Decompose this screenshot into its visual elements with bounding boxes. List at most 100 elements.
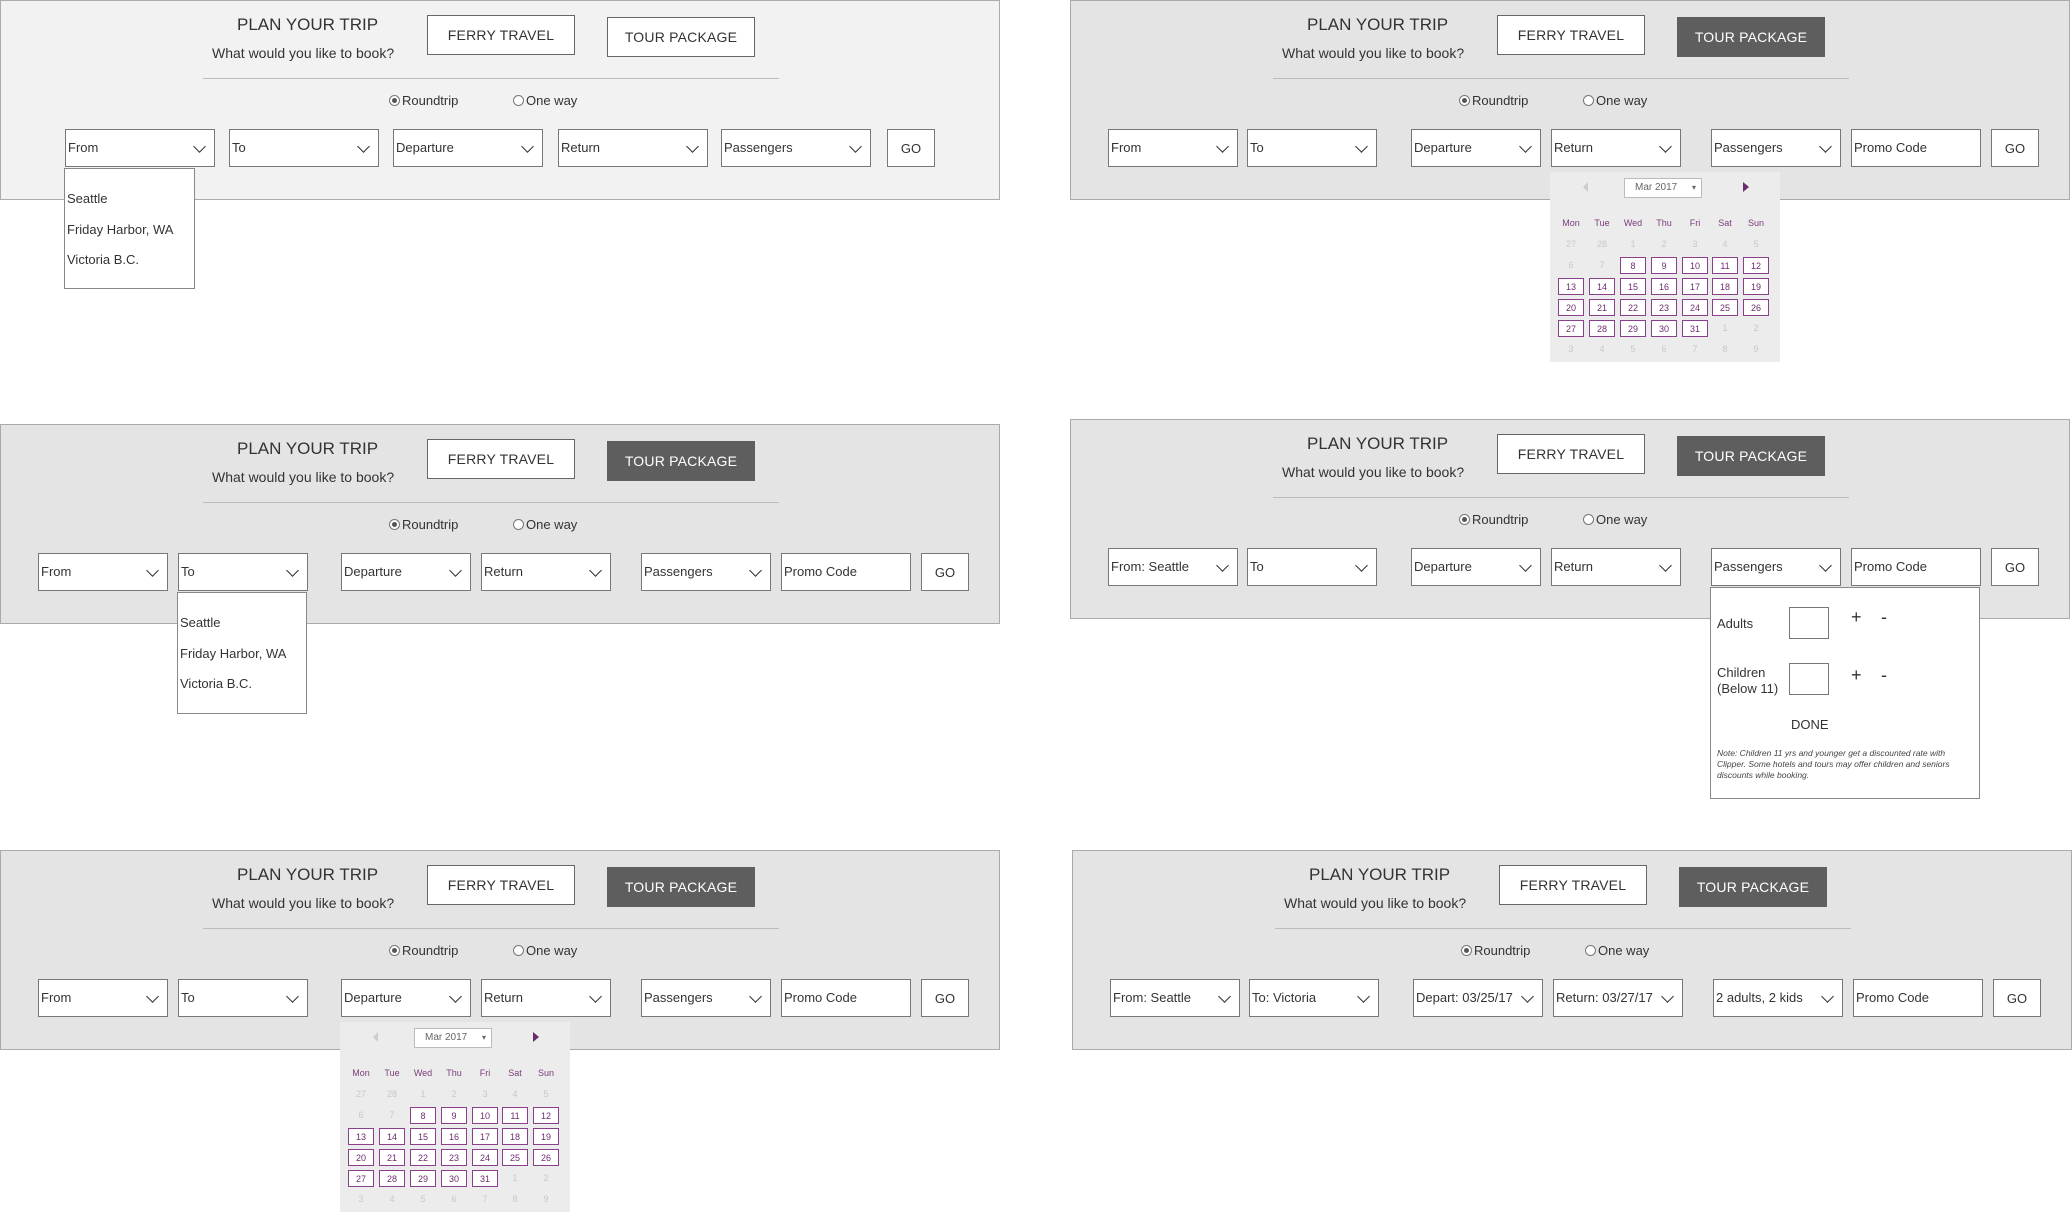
ferry-travel-button[interactable]: FERRY TRAVEL <box>1499 865 1647 905</box>
next-month-arrow-icon[interactable] <box>1743 182 1749 192</box>
calendar-day[interactable]: 27 <box>1558 320 1584 337</box>
option-seattle[interactable]: Seattle <box>67 191 108 206</box>
passengers-dropdown[interactable]: Passengers <box>1711 548 1841 586</box>
to-dropdown[interactable]: To <box>178 553 308 591</box>
roundtrip-radio[interactable]: Roundtrip <box>389 93 458 108</box>
calendar-day[interactable]: 11 <box>1712 257 1738 274</box>
passengers-dropdown[interactable]: Passengers <box>721 129 871 167</box>
calendar-day[interactable]: 12 <box>1743 257 1769 274</box>
go-button[interactable]: GO <box>1991 129 2039 167</box>
roundtrip-radio[interactable]: Roundtrip <box>389 943 458 958</box>
option-friday-harbor[interactable]: Friday Harbor, WA <box>67 222 174 237</box>
month-select[interactable]: Mar 2017 ▾ <box>414 1028 492 1048</box>
adults-count-input[interactable] <box>1789 607 1829 639</box>
return-dropdown[interactable]: Return <box>481 553 611 591</box>
promo-code-input[interactable]: Promo Code <box>781 553 911 591</box>
return-dropdown[interactable]: Return <box>1551 129 1681 167</box>
children-plus-button[interactable]: + <box>1851 665 1862 685</box>
calendar-day[interactable]: 9 <box>441 1107 467 1124</box>
calendar-day[interactable]: 18 <box>502 1128 528 1145</box>
go-button[interactable]: GO <box>921 553 969 591</box>
calendar-day[interactable]: 24 <box>472 1149 498 1166</box>
adults-minus-button[interactable]: - <box>1881 607 1887 627</box>
calendar-day[interactable]: 8 <box>410 1107 436 1124</box>
from-dropdown[interactable]: From <box>1108 129 1238 167</box>
ferry-travel-button[interactable]: FERRY TRAVEL <box>1497 434 1645 474</box>
to-dropdown[interactable]: To: Victoria <box>1249 979 1379 1017</box>
calendar-day[interactable]: 9 <box>1651 257 1677 274</box>
calendar-day[interactable]: 28 <box>1589 320 1615 337</box>
return-dropdown[interactable]: Return: 03/27/17 <box>1553 979 1683 1017</box>
departure-dropdown[interactable]: Departure <box>341 979 471 1017</box>
passengers-dropdown[interactable]: Passengers <box>641 979 771 1017</box>
option-victoria[interactable]: Victoria B.C. <box>67 252 140 267</box>
departure-dropdown[interactable]: Depart: 03/25/17 <box>1413 979 1543 1017</box>
calendar-day[interactable]: 27 <box>348 1170 374 1187</box>
go-button[interactable]: GO <box>1991 548 2039 586</box>
promo-code-input[interactable]: Promo Code <box>1851 548 1981 586</box>
calendar-day[interactable]: 17 <box>1682 278 1708 295</box>
ferry-travel-button[interactable]: FERRY TRAVEL <box>1497 15 1645 55</box>
oneway-radio[interactable]: One way <box>513 93 577 108</box>
departure-dropdown[interactable]: Departure <box>393 129 543 167</box>
calendar-day[interactable]: 14 <box>1589 278 1615 295</box>
prev-month-arrow-icon[interactable] <box>373 1032 378 1042</box>
calendar-day[interactable]: 30 <box>441 1170 467 1187</box>
calendar-day[interactable]: 19 <box>1743 278 1769 295</box>
option-victoria[interactable]: Victoria B.C. <box>180 676 253 691</box>
calendar-day[interactable]: 17 <box>472 1128 498 1145</box>
calendar-day[interactable]: 10 <box>472 1107 498 1124</box>
go-button[interactable]: GO <box>921 979 969 1017</box>
go-button[interactable]: GO <box>887 129 935 167</box>
promo-code-input[interactable]: Promo Code <box>1851 129 1981 167</box>
calendar-day[interactable]: 12 <box>533 1107 559 1124</box>
departure-dropdown[interactable]: Departure <box>1411 548 1541 586</box>
calendar-day[interactable]: 26 <box>1743 299 1769 316</box>
promo-code-input[interactable]: Promo Code <box>1853 979 1983 1017</box>
oneway-radio[interactable]: One way <box>1585 943 1649 958</box>
to-dropdown[interactable]: To <box>1247 548 1377 586</box>
calendar-day[interactable]: 29 <box>1620 320 1646 337</box>
option-seattle[interactable]: Seattle <box>180 615 221 630</box>
calendar-day[interactable]: 13 <box>348 1128 374 1145</box>
to-dropdown[interactable]: To <box>1247 129 1377 167</box>
next-month-arrow-icon[interactable] <box>533 1032 539 1042</box>
passengers-dropdown[interactable]: Passengers <box>1711 129 1841 167</box>
calendar-day[interactable]: 15 <box>1620 278 1646 295</box>
from-dropdown[interactable]: From: Seattle <box>1110 979 1240 1017</box>
tour-package-button[interactable]: TOUR PACKAGE <box>1677 436 1825 476</box>
done-button[interactable]: DONE <box>1791 717 1829 732</box>
tour-package-button[interactable]: TOUR PACKAGE <box>1677 17 1825 57</box>
passengers-dropdown[interactable]: Passengers <box>641 553 771 591</box>
calendar-day[interactable]: 11 <box>502 1107 528 1124</box>
departure-dropdown[interactable]: Departure <box>341 553 471 591</box>
calendar-day[interactable]: 23 <box>441 1149 467 1166</box>
calendar-day[interactable]: 16 <box>441 1128 467 1145</box>
adults-plus-button[interactable]: + <box>1851 607 1862 627</box>
calendar-day[interactable]: 10 <box>1682 257 1708 274</box>
calendar-day[interactable]: 14 <box>379 1128 405 1145</box>
calendar-day[interactable]: 16 <box>1651 278 1677 295</box>
calendar-day[interactable]: 21 <box>379 1149 405 1166</box>
children-count-input[interactable] <box>1789 663 1829 695</box>
calendar-day[interactable]: 31 <box>472 1170 498 1187</box>
option-friday-harbor[interactable]: Friday Harbor, WA <box>180 646 287 661</box>
oneway-radio[interactable]: One way <box>1583 93 1647 108</box>
calendar-day[interactable]: 8 <box>1620 257 1646 274</box>
return-dropdown[interactable]: Return <box>481 979 611 1017</box>
calendar-day[interactable]: 20 <box>348 1149 374 1166</box>
tour-package-button[interactable]: TOUR PACKAGE <box>1679 867 1827 907</box>
departure-dropdown[interactable]: Departure <box>1411 129 1541 167</box>
calendar-day[interactable]: 30 <box>1651 320 1677 337</box>
promo-code-input[interactable]: Promo Code <box>781 979 911 1017</box>
calendar-day[interactable]: 24 <box>1682 299 1708 316</box>
tour-package-button[interactable]: TOUR PACKAGE <box>607 867 755 907</box>
ferry-travel-button[interactable]: FERRY TRAVEL <box>427 439 575 479</box>
calendar-day[interactable]: 21 <box>1589 299 1615 316</box>
return-dropdown[interactable]: Return <box>1551 548 1681 586</box>
roundtrip-radio[interactable]: Roundtrip <box>1459 93 1528 108</box>
oneway-radio[interactable]: One way <box>513 517 577 532</box>
calendar-day[interactable]: 15 <box>410 1128 436 1145</box>
roundtrip-radio[interactable]: Roundtrip <box>389 517 458 532</box>
tour-package-button[interactable]: TOUR PACKAGE <box>607 441 755 481</box>
